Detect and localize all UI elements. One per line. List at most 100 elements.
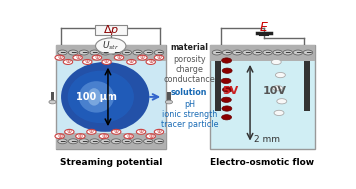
Text: pH: pH [184, 100, 195, 109]
Text: ⊕: ⊕ [138, 129, 144, 134]
Text: −: − [284, 48, 291, 57]
Text: ⊕: ⊕ [57, 134, 62, 139]
Circle shape [146, 134, 156, 139]
Ellipse shape [61, 62, 150, 132]
Text: −: − [134, 48, 141, 57]
Circle shape [58, 50, 67, 55]
Circle shape [87, 129, 96, 134]
Circle shape [101, 50, 110, 55]
Circle shape [212, 50, 222, 55]
Circle shape [273, 50, 282, 55]
Circle shape [273, 86, 283, 91]
Text: charge: charge [176, 65, 203, 74]
Circle shape [276, 72, 286, 78]
Text: ⊕: ⊕ [94, 55, 100, 60]
Circle shape [79, 139, 89, 144]
Circle shape [222, 58, 231, 63]
Circle shape [111, 139, 121, 144]
Text: ⊕: ⊕ [78, 134, 83, 139]
Text: Streaming potential: Streaming potential [59, 158, 162, 167]
Text: −: − [156, 48, 162, 57]
Bar [56, 45, 166, 149]
Ellipse shape [88, 88, 101, 106]
Circle shape [73, 55, 82, 60]
Text: material: material [171, 43, 208, 52]
Bar [56, 45, 166, 60]
Text: ⊕: ⊕ [104, 60, 109, 64]
Text: 100 μm: 100 μm [77, 92, 117, 102]
Circle shape [293, 50, 303, 55]
Circle shape [143, 139, 153, 144]
Circle shape [111, 129, 121, 134]
Text: −: − [295, 48, 301, 57]
Circle shape [222, 87, 232, 92]
Text: −: − [59, 137, 66, 146]
Circle shape [49, 100, 56, 104]
Bar [304, 60, 310, 112]
Text: −: − [274, 48, 281, 57]
Text: −: − [59, 48, 66, 57]
Circle shape [146, 60, 156, 64]
Circle shape [165, 100, 173, 104]
Text: ⊕: ⊕ [101, 134, 106, 139]
Text: −: − [244, 48, 251, 57]
Text: −: − [224, 48, 230, 57]
Circle shape [76, 134, 85, 139]
Circle shape [122, 50, 131, 55]
Circle shape [242, 50, 252, 55]
Circle shape [222, 68, 232, 73]
Text: −: − [91, 48, 98, 57]
Circle shape [154, 50, 164, 55]
Circle shape [221, 97, 231, 102]
Circle shape [222, 115, 231, 120]
Text: ⊕: ⊕ [66, 60, 70, 64]
Circle shape [271, 59, 281, 65]
Circle shape [99, 134, 109, 139]
Circle shape [138, 55, 147, 60]
Text: 5V: 5V [222, 86, 238, 96]
Text: −: − [234, 48, 240, 57]
Circle shape [124, 134, 134, 139]
Text: −: − [265, 48, 271, 57]
Text: 2 mm: 2 mm [254, 135, 280, 144]
Circle shape [65, 129, 74, 134]
Circle shape [55, 134, 64, 139]
Bar [215, 60, 221, 112]
Text: −: − [124, 48, 130, 57]
Text: ⊕: ⊕ [85, 60, 90, 64]
Text: solution: solution [171, 88, 208, 97]
Circle shape [90, 50, 99, 55]
Circle shape [68, 139, 78, 144]
Text: −: − [102, 137, 109, 146]
Circle shape [95, 38, 126, 54]
Bar [210, 45, 315, 149]
Circle shape [232, 50, 242, 55]
Text: −: − [214, 48, 220, 57]
Bar [210, 45, 315, 60]
Circle shape [283, 50, 292, 55]
Circle shape [154, 129, 164, 134]
Text: −: − [145, 137, 151, 146]
Text: −: − [305, 48, 311, 57]
Bar [51, 92, 54, 102]
Text: ⊕: ⊕ [156, 55, 162, 60]
Circle shape [154, 55, 164, 60]
Circle shape [102, 60, 111, 64]
Circle shape [222, 50, 232, 55]
Circle shape [83, 60, 92, 64]
Text: ⊕: ⊕ [140, 55, 145, 60]
Text: −: − [70, 48, 76, 57]
Text: ⊕: ⊕ [148, 60, 153, 64]
Text: Electro-osmotic flow: Electro-osmotic flow [210, 158, 314, 167]
Circle shape [136, 129, 146, 134]
Circle shape [114, 55, 124, 60]
Circle shape [58, 139, 67, 144]
Circle shape [263, 50, 272, 55]
Text: −: − [113, 137, 119, 146]
Text: ⊕: ⊕ [75, 55, 80, 60]
Text: $U_{str}$: $U_{str}$ [102, 40, 119, 52]
Bar [167, 92, 171, 102]
Text: −: − [254, 48, 261, 57]
Text: −: − [134, 137, 141, 146]
Text: ⊕: ⊕ [148, 134, 153, 139]
